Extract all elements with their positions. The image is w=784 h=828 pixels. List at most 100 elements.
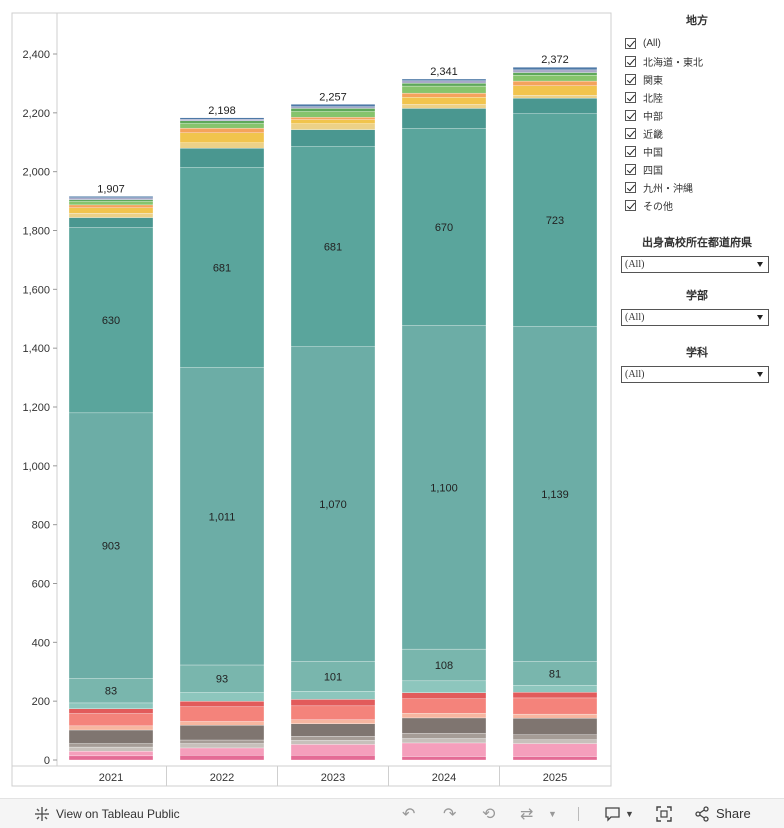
region-filter-list: (All) 北海道・東北 関東 北陸中部近畿 中国 四国九州・沖縄 その他 bbox=[617, 34, 777, 214]
bar-segment bbox=[68, 746, 154, 752]
region-filter-item[interactable]: その他 bbox=[617, 196, 777, 214]
department-filter-title: 学科 bbox=[686, 347, 708, 359]
bar-segment bbox=[401, 680, 487, 693]
bar-segment bbox=[512, 685, 598, 693]
bar-segment bbox=[290, 123, 376, 130]
region-filter-item[interactable]: 中部 bbox=[617, 106, 777, 124]
checkbox-checked-icon[interactable] bbox=[625, 163, 636, 175]
bar-segment bbox=[68, 199, 154, 202]
view-on-tableau-link[interactable]: View on Tableau Public bbox=[34, 799, 180, 828]
bar-segment bbox=[401, 692, 487, 699]
prefecture-dropdown[interactable]: (All) bbox=[621, 256, 769, 273]
bar-segment bbox=[401, 698, 487, 714]
x-tick-label: 2024 bbox=[432, 772, 456, 784]
bar-segment bbox=[290, 740, 376, 745]
bar-segment bbox=[290, 691, 376, 700]
region-filter-item[interactable]: 北海道・東北 bbox=[617, 52, 777, 70]
region-filter-item[interactable]: 近畿 bbox=[617, 124, 777, 142]
checkbox-checked-icon[interactable] bbox=[625, 199, 636, 211]
bar-total-label: 2,198 bbox=[208, 105, 236, 117]
bar-segment bbox=[179, 120, 265, 124]
share-button[interactable]: Share bbox=[694, 799, 751, 828]
x-tick-label: 2021 bbox=[99, 772, 123, 784]
bar-segment bbox=[179, 367, 265, 666]
bar-segment bbox=[290, 129, 376, 147]
bar-total-label: 2,341 bbox=[430, 66, 458, 78]
fullscreen-button[interactable] bbox=[656, 799, 672, 828]
redo-button[interactable]: ↷ bbox=[443, 799, 456, 828]
bar-segment bbox=[290, 705, 376, 720]
bar-segment bbox=[68, 708, 154, 714]
bar-segment bbox=[179, 142, 265, 149]
checkbox-checked-icon[interactable] bbox=[625, 91, 636, 103]
bar-segment bbox=[68, 196, 154, 198]
bar-segment bbox=[179, 739, 265, 744]
bar-segment bbox=[68, 207, 154, 214]
checkbox-checked-icon[interactable] bbox=[625, 37, 636, 49]
bar-segment bbox=[401, 104, 487, 109]
bar-segment bbox=[401, 742, 487, 757]
region-filter-label: 中部 bbox=[643, 111, 663, 123]
bar-segment bbox=[179, 127, 265, 133]
bar-segment bbox=[68, 217, 154, 228]
y-tick-label: 1,400 bbox=[22, 343, 50, 355]
bar-segment bbox=[179, 725, 265, 741]
checkbox-checked-icon[interactable] bbox=[625, 73, 636, 85]
bar-segment bbox=[512, 67, 598, 71]
refresh-button[interactable]: ⇄ bbox=[520, 799, 533, 828]
bar-segment bbox=[290, 111, 376, 118]
checkbox-checked-icon[interactable] bbox=[625, 145, 636, 157]
department-dropdown[interactable]: (All) bbox=[621, 366, 769, 383]
bar-segment bbox=[179, 117, 265, 120]
download-button[interactable]: ▼ bbox=[604, 799, 634, 828]
bar-segment bbox=[512, 739, 598, 744]
region-filter-item[interactable]: 北陸 bbox=[617, 88, 777, 106]
y-tick-label: 400 bbox=[32, 637, 50, 649]
bar-segment bbox=[179, 664, 265, 693]
checkbox-checked-icon[interactable] bbox=[625, 55, 636, 67]
bar-segment bbox=[401, 97, 487, 105]
bar-segment bbox=[401, 648, 487, 682]
bar-segment bbox=[401, 713, 487, 719]
bar-segment bbox=[68, 678, 154, 704]
bar-segment-label: 1,011 bbox=[209, 511, 236, 523]
view-on-tableau-label: View on Tableau Public bbox=[56, 806, 180, 821]
region-filter-item[interactable]: 中国 bbox=[617, 142, 777, 160]
region-filter-label: 関東 bbox=[643, 75, 663, 87]
filter-panel: 地方 (All) 北海道・東北 関東 北陸 中部 近畿 中国 四国 九州・沖縄 その他 出身高校所… bbox=[617, 8, 777, 383]
checkbox-checked-icon[interactable] bbox=[625, 109, 636, 121]
bar-segment bbox=[68, 743, 154, 748]
y-tick-label: 0 bbox=[44, 755, 50, 767]
fullscreen-icon bbox=[656, 805, 672, 822]
revert-button[interactable]: ⟲ bbox=[482, 799, 495, 828]
bar-segment bbox=[512, 80, 598, 86]
checkbox-checked-icon[interactable] bbox=[625, 181, 636, 193]
region-filter-item[interactable]: 九州・沖縄 bbox=[617, 178, 777, 196]
y-tick-label: 1,600 bbox=[22, 284, 50, 296]
region-filter-item[interactable]: 四国 bbox=[617, 160, 777, 178]
bar-segment bbox=[290, 117, 376, 120]
bar-segment bbox=[68, 201, 154, 206]
bar-segment bbox=[68, 713, 154, 727]
faculty-dropdown[interactable]: (All) bbox=[621, 309, 769, 326]
bar-segment bbox=[290, 661, 376, 692]
stacked-bar-chart: 0 200 400 600 800 1,000 1,200 1,400 1,600 1,800 2,… bbox=[11, 12, 612, 787]
region-filter-label: 九州・沖縄 bbox=[643, 183, 693, 195]
region-filter-label: 北海道・東北 bbox=[643, 57, 703, 69]
bar-segment bbox=[512, 743, 598, 757]
region-filter-item[interactable]: (All) bbox=[617, 34, 777, 52]
refresh-options-button[interactable]: ▼ bbox=[548, 799, 557, 828]
y-tick-label: 600 bbox=[32, 579, 50, 591]
region-filter-item[interactable]: 関東 bbox=[617, 70, 777, 88]
bar-segment bbox=[179, 747, 265, 756]
bar-segment bbox=[179, 132, 265, 143]
bar-segment bbox=[68, 725, 154, 731]
bar-segment bbox=[401, 108, 487, 129]
bar-segment bbox=[512, 697, 598, 715]
region-filter-label: 近畿 bbox=[643, 129, 663, 141]
y-tick-label: 2,000 bbox=[22, 167, 50, 179]
undo-button[interactable]: ↶ bbox=[402, 799, 415, 828]
bar-segment bbox=[401, 92, 487, 98]
checkbox-checked-icon[interactable] bbox=[625, 127, 636, 139]
x-tick-label: 2023 bbox=[321, 772, 345, 784]
